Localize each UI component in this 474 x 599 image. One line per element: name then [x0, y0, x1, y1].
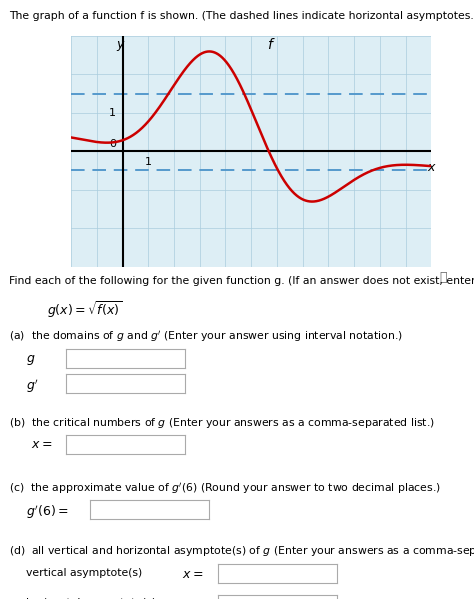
Text: $y =$: $y =$	[182, 598, 204, 599]
Text: 1: 1	[109, 108, 116, 118]
Text: Find each of the following for the given function g. (If an answer does not exis: Find each of the following for the given…	[9, 276, 474, 286]
Text: vertical asymptote(s): vertical asymptote(s)	[26, 568, 142, 578]
Text: (a)  the domains of $g$ and $g'$ (Enter your answer using interval notation.): (a) the domains of $g$ and $g'$ (Enter y…	[9, 329, 403, 344]
Text: ⓘ: ⓘ	[439, 271, 447, 284]
Text: $g'$: $g'$	[26, 377, 39, 395]
Text: y: y	[116, 38, 124, 51]
Text: $x =$: $x =$	[182, 568, 204, 581]
Text: x: x	[428, 161, 435, 174]
Text: $g$: $g$	[26, 353, 36, 367]
Text: (c)  the approximate value of $g'(6)$ (Round your answer to two decimal places.): (c) the approximate value of $g'(6)$ (Ro…	[9, 481, 441, 496]
Text: $x =$: $x =$	[31, 438, 52, 452]
Text: horizontal asymptote(s): horizontal asymptote(s)	[26, 598, 156, 599]
Text: The graph of a function f is shown. (The dashed lines indicate horizontal asympt: The graph of a function f is shown. (The…	[9, 11, 474, 21]
Text: $g'(6) =$: $g'(6) =$	[26, 503, 69, 521]
Text: $f$: $f$	[267, 37, 275, 52]
Text: $g(x) = \sqrt{f(x)}$: $g(x) = \sqrt{f(x)}$	[47, 300, 122, 320]
Text: 0: 0	[109, 140, 116, 149]
Text: (d)  all vertical and horizontal asymptote(s) of $g$ (Enter your answers as a co: (d) all vertical and horizontal asymptot…	[9, 544, 474, 558]
Text: 1: 1	[145, 157, 152, 167]
Text: (b)  the critical numbers of $g$ (Enter your answers as a comma-separated list.): (b) the critical numbers of $g$ (Enter y…	[9, 416, 436, 430]
